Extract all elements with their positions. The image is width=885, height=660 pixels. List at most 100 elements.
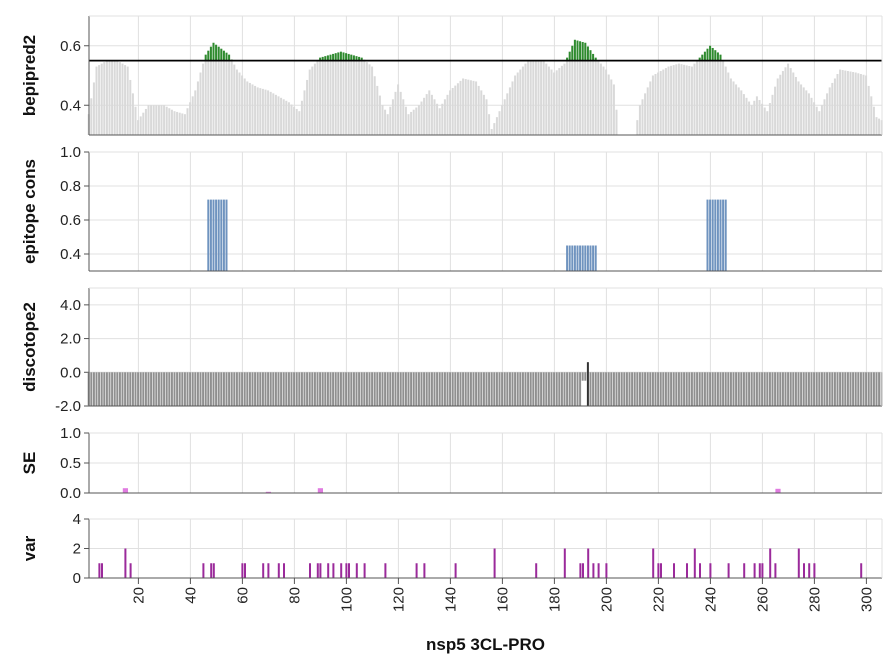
bepipred-bar-above-threshold xyxy=(212,42,215,61)
discotope-bar xyxy=(605,372,608,406)
discotope-bar xyxy=(750,372,753,406)
y-axis-label: epitope cons xyxy=(20,159,39,264)
bepipred-bar xyxy=(324,56,327,135)
bepipred-bar xyxy=(407,114,410,135)
discotope-bar xyxy=(516,372,519,406)
discotope-bar xyxy=(298,372,301,406)
discotope-bar xyxy=(332,372,335,406)
discotope-bar xyxy=(339,372,342,406)
bepipred-bar xyxy=(100,63,103,135)
bepipred-bar xyxy=(807,93,810,135)
bepipred-bar-above-threshold xyxy=(586,46,589,61)
bepipred-bar xyxy=(204,54,207,135)
discotope-bar xyxy=(698,372,701,406)
discotope-bar xyxy=(378,372,381,406)
bepipred-bar-above-threshold xyxy=(716,52,719,61)
discotope-bar xyxy=(92,372,95,406)
x-tick-label: 40 xyxy=(182,587,199,604)
bepipred-bar xyxy=(272,93,275,135)
bepipred-bar xyxy=(693,63,696,135)
discotope-bar xyxy=(274,372,277,406)
bepipred-bar xyxy=(420,101,423,135)
bepipred-bar xyxy=(152,105,155,135)
var-bar xyxy=(423,563,426,578)
bepipred-bar xyxy=(841,70,844,135)
bepipred-bar xyxy=(350,54,353,135)
var-bar xyxy=(797,548,800,578)
bepipred-bar xyxy=(259,88,262,135)
bepipred-bar xyxy=(846,71,849,135)
epitope-bar xyxy=(592,245,595,271)
bepipred-bar xyxy=(157,105,160,135)
bepipred-bar-above-threshold xyxy=(701,54,704,61)
bepipred-bar xyxy=(641,99,644,135)
discotope-bar xyxy=(293,372,296,406)
discotope-bar xyxy=(820,372,823,406)
bepipred-bar xyxy=(737,87,740,135)
discotope-bar xyxy=(358,372,361,406)
discotope-bar xyxy=(654,372,657,406)
discotope-bar xyxy=(168,372,171,406)
var-bar xyxy=(355,563,358,578)
bepipred-bar xyxy=(485,99,488,135)
discotope-bar xyxy=(563,372,566,406)
bepipred-bar xyxy=(98,65,101,135)
discotope-bar xyxy=(264,372,267,406)
discotope-bar xyxy=(381,372,384,406)
bepipred-bar xyxy=(124,65,127,135)
bepipred-bar xyxy=(566,57,569,135)
discotope-bar xyxy=(711,372,714,406)
bepipred-bar xyxy=(498,111,501,135)
bepipred-bar xyxy=(410,111,413,135)
bepipred-bar-above-threshold xyxy=(215,44,218,61)
y-axis-label: bepipred2 xyxy=(20,35,39,116)
discotope-bar xyxy=(189,372,192,406)
bepipred-bar xyxy=(532,60,535,135)
var-bar xyxy=(587,548,590,578)
bepipred-bar xyxy=(670,65,673,135)
discotope-bar xyxy=(391,372,394,406)
bepipred-bar xyxy=(248,82,251,135)
x-tick-label: 220 xyxy=(650,587,667,612)
bepipred-bar xyxy=(329,54,332,135)
bepipred-bar xyxy=(651,75,654,135)
bepipred-bar-above-threshold xyxy=(360,57,363,61)
se-bar xyxy=(775,488,781,493)
bepipred-bar xyxy=(789,68,792,135)
discotope-bar xyxy=(547,372,550,406)
bepipred-bar xyxy=(797,81,800,135)
bepipred-bar-above-threshold xyxy=(228,54,231,61)
discotope-bar xyxy=(659,372,662,406)
discotope-bar xyxy=(241,372,244,406)
discotope-bar xyxy=(243,372,246,406)
discotope-bar xyxy=(371,372,374,406)
discotope-bar xyxy=(867,372,870,406)
bepipred-bar xyxy=(755,96,758,135)
bepipred-bar xyxy=(576,40,579,136)
bepipred-bar xyxy=(105,60,108,135)
epitope-bar xyxy=(706,199,709,271)
bepipred-bar xyxy=(488,114,491,135)
discotope-bar xyxy=(225,372,228,406)
var-bar xyxy=(582,563,584,578)
x-tick-label: 300 xyxy=(858,587,875,612)
epitope-bar xyxy=(215,199,218,271)
epitope-bar xyxy=(722,199,725,271)
discotope-bar xyxy=(475,372,478,406)
bepipred-bar xyxy=(480,90,483,135)
bepipred-bar-above-threshold xyxy=(324,56,327,61)
bepipred-bar xyxy=(571,45,574,135)
bepipred-bar xyxy=(657,72,660,135)
discotope-bar xyxy=(688,372,691,406)
bepipred-bar xyxy=(805,90,808,135)
discotope-bar xyxy=(571,372,574,406)
epitope-bar xyxy=(225,199,228,271)
bepipred-bar xyxy=(92,82,95,135)
y-tick-label: 2.0 xyxy=(60,331,81,348)
bepipred-bar xyxy=(443,99,446,135)
discotope-bar xyxy=(150,372,153,406)
y-tick-label: 0.4 xyxy=(60,246,81,263)
bepipred-bar xyxy=(615,109,618,135)
bepipred-bar-above-threshold xyxy=(220,48,223,61)
bepipred-bar xyxy=(183,114,186,135)
